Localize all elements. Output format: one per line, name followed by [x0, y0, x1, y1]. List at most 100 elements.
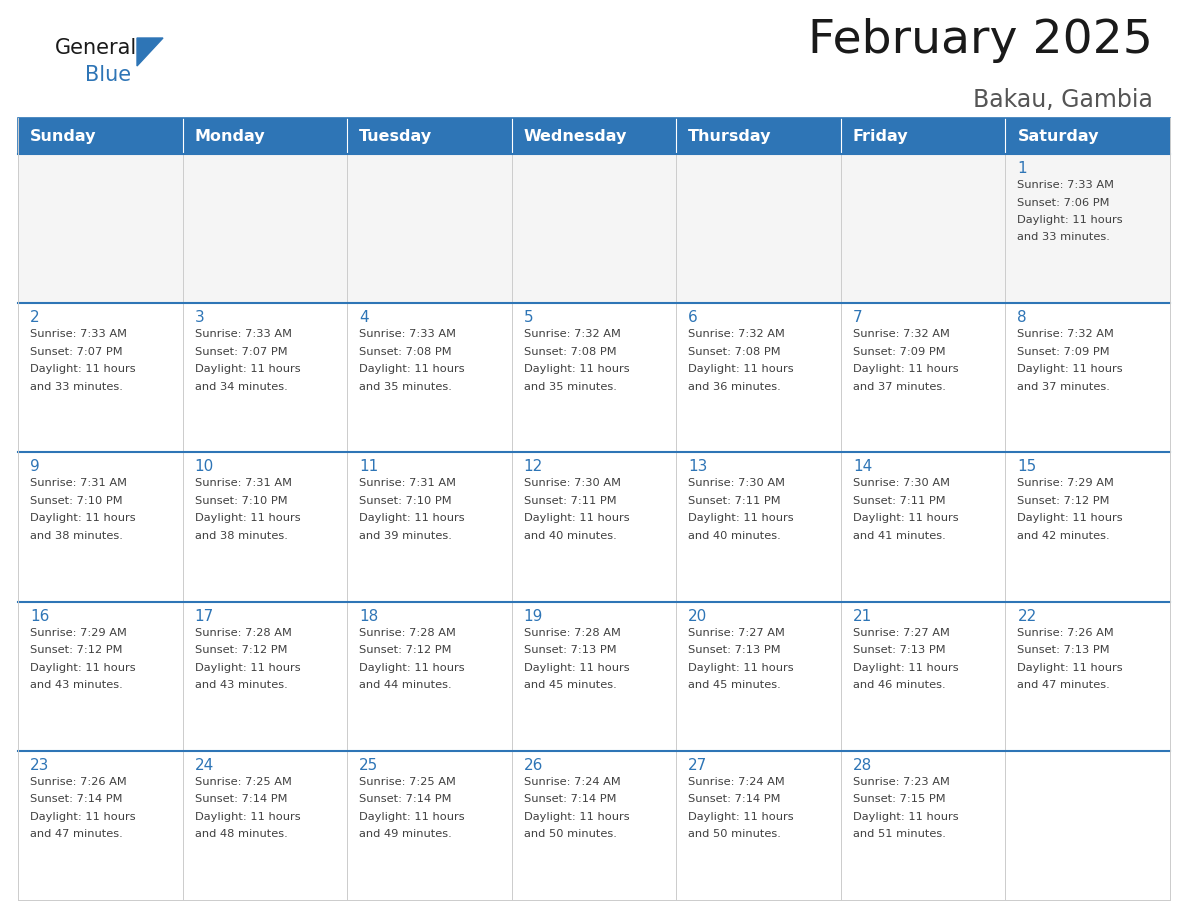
Text: Sunset: 7:07 PM: Sunset: 7:07 PM [195, 347, 287, 357]
Text: and 47 minutes.: and 47 minutes. [30, 829, 122, 839]
Text: and 38 minutes.: and 38 minutes. [195, 531, 287, 541]
Text: Saturday: Saturday [1017, 129, 1099, 143]
Text: Sunrise: 7:32 AM: Sunrise: 7:32 AM [853, 330, 949, 339]
Text: Daylight: 11 hours: Daylight: 11 hours [688, 364, 794, 375]
Text: Sunset: 7:11 PM: Sunset: 7:11 PM [688, 496, 781, 506]
Text: and 40 minutes.: and 40 minutes. [524, 531, 617, 541]
Text: and 38 minutes.: and 38 minutes. [30, 531, 122, 541]
Text: and 33 minutes.: and 33 minutes. [30, 382, 122, 392]
Text: Sunrise: 7:27 AM: Sunrise: 7:27 AM [853, 628, 949, 638]
Text: 17: 17 [195, 609, 214, 623]
Text: 12: 12 [524, 459, 543, 475]
Bar [183, 601, 347, 751]
Bar [18, 303, 183, 453]
Text: and 37 minutes.: and 37 minutes. [853, 382, 946, 392]
Text: and 43 minutes.: and 43 minutes. [30, 680, 122, 690]
Text: 7: 7 [853, 310, 862, 325]
Bar [1005, 118, 1170, 154]
Text: Sunrise: 7:30 AM: Sunrise: 7:30 AM [853, 478, 950, 488]
Text: Wednesday: Wednesday [524, 129, 627, 143]
Text: 22: 22 [1017, 609, 1037, 623]
Text: 19: 19 [524, 609, 543, 623]
Text: 23: 23 [30, 757, 50, 773]
Text: 5: 5 [524, 310, 533, 325]
Bar [347, 118, 512, 154]
Bar [183, 751, 347, 900]
Bar [841, 751, 1005, 900]
Text: Sunset: 7:14 PM: Sunset: 7:14 PM [688, 794, 781, 804]
Text: Sunrise: 7:30 AM: Sunrise: 7:30 AM [524, 478, 620, 488]
Text: and 35 minutes.: and 35 minutes. [524, 382, 617, 392]
Text: Sunrise: 7:27 AM: Sunrise: 7:27 AM [688, 628, 785, 638]
Text: Sunrise: 7:29 AM: Sunrise: 7:29 AM [30, 628, 127, 638]
Text: 2: 2 [30, 310, 39, 325]
Text: Daylight: 11 hours: Daylight: 11 hours [1017, 513, 1123, 523]
Text: and 42 minutes.: and 42 minutes. [1017, 531, 1110, 541]
Bar [18, 453, 183, 601]
Text: Sunset: 7:13 PM: Sunset: 7:13 PM [1017, 645, 1110, 655]
Text: Sunset: 7:09 PM: Sunset: 7:09 PM [853, 347, 946, 357]
Bar [841, 453, 1005, 601]
Text: Sunrise: 7:26 AM: Sunrise: 7:26 AM [1017, 628, 1114, 638]
Text: and 36 minutes.: and 36 minutes. [688, 382, 781, 392]
Text: Daylight: 11 hours: Daylight: 11 hours [853, 513, 959, 523]
Bar [18, 118, 183, 154]
Text: Daylight: 11 hours: Daylight: 11 hours [30, 513, 135, 523]
Bar [841, 118, 1005, 154]
Text: 9: 9 [30, 459, 39, 475]
Bar [1005, 751, 1170, 900]
Text: 26: 26 [524, 757, 543, 773]
Text: Blue: Blue [86, 65, 131, 85]
Text: Daylight: 11 hours: Daylight: 11 hours [1017, 364, 1123, 375]
Text: 13: 13 [688, 459, 708, 475]
Text: Sunset: 7:12 PM: Sunset: 7:12 PM [1017, 496, 1110, 506]
Text: Sunrise: 7:28 AM: Sunrise: 7:28 AM [359, 628, 456, 638]
Bar [512, 303, 676, 453]
Text: 6: 6 [688, 310, 699, 325]
Text: Sunset: 7:11 PM: Sunset: 7:11 PM [524, 496, 617, 506]
Text: Friday: Friday [853, 129, 909, 143]
Text: Sunset: 7:14 PM: Sunset: 7:14 PM [524, 794, 617, 804]
Text: and 47 minutes.: and 47 minutes. [1017, 680, 1110, 690]
Text: Daylight: 11 hours: Daylight: 11 hours [195, 812, 301, 822]
Text: Daylight: 11 hours: Daylight: 11 hours [688, 663, 794, 673]
Text: Sunset: 7:14 PM: Sunset: 7:14 PM [195, 794, 287, 804]
Text: Daylight: 11 hours: Daylight: 11 hours [195, 364, 301, 375]
Text: Sunrise: 7:32 AM: Sunrise: 7:32 AM [524, 330, 620, 339]
Text: Daylight: 11 hours: Daylight: 11 hours [195, 513, 301, 523]
Text: 18: 18 [359, 609, 379, 623]
Text: Daylight: 11 hours: Daylight: 11 hours [853, 364, 959, 375]
Text: Sunrise: 7:26 AM: Sunrise: 7:26 AM [30, 777, 127, 787]
Text: Daylight: 11 hours: Daylight: 11 hours [359, 513, 465, 523]
Text: Sunrise: 7:30 AM: Sunrise: 7:30 AM [688, 478, 785, 488]
Bar [676, 154, 841, 303]
Text: 4: 4 [359, 310, 368, 325]
Text: and 49 minutes.: and 49 minutes. [359, 829, 451, 839]
Text: Sunset: 7:12 PM: Sunset: 7:12 PM [359, 645, 451, 655]
Text: Daylight: 11 hours: Daylight: 11 hours [524, 663, 630, 673]
Text: February 2025: February 2025 [808, 18, 1154, 63]
Text: Sunrise: 7:33 AM: Sunrise: 7:33 AM [359, 330, 456, 339]
Text: Sunset: 7:10 PM: Sunset: 7:10 PM [195, 496, 287, 506]
Bar [841, 154, 1005, 303]
Bar [18, 601, 183, 751]
Text: Sunrise: 7:33 AM: Sunrise: 7:33 AM [195, 330, 291, 339]
Text: and 34 minutes.: and 34 minutes. [195, 382, 287, 392]
Text: Thursday: Thursday [688, 129, 772, 143]
Text: Sunset: 7:11 PM: Sunset: 7:11 PM [853, 496, 946, 506]
Text: 24: 24 [195, 757, 214, 773]
Text: Sunrise: 7:33 AM: Sunrise: 7:33 AM [30, 330, 127, 339]
Bar [676, 751, 841, 900]
Bar [347, 303, 512, 453]
Text: Sunset: 7:14 PM: Sunset: 7:14 PM [30, 794, 122, 804]
Text: and 35 minutes.: and 35 minutes. [359, 382, 451, 392]
Text: 25: 25 [359, 757, 379, 773]
Bar [512, 118, 676, 154]
Text: Daylight: 11 hours: Daylight: 11 hours [524, 812, 630, 822]
Text: Sunset: 7:13 PM: Sunset: 7:13 PM [688, 645, 781, 655]
Polygon shape [137, 38, 163, 66]
Text: 16: 16 [30, 609, 50, 623]
Text: and 48 minutes.: and 48 minutes. [195, 829, 287, 839]
Bar [1005, 601, 1170, 751]
Text: Daylight: 11 hours: Daylight: 11 hours [524, 364, 630, 375]
